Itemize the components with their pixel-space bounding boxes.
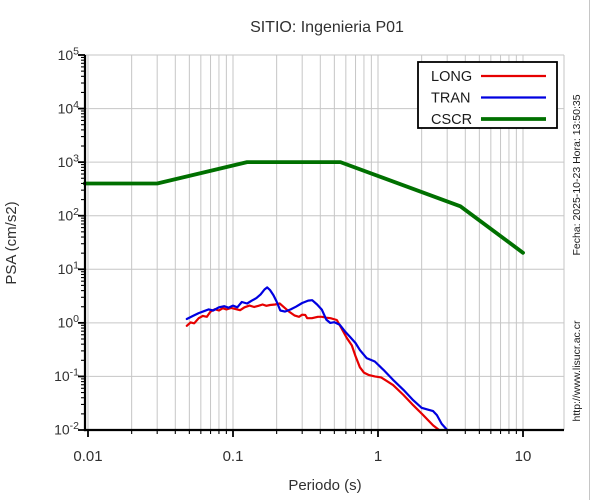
y-tick-label: 105 [58, 46, 80, 64]
y-axis-label: PSA (cm/s2) [3, 201, 20, 284]
series-cscr-line [82, 160, 525, 255]
legend-label-tran: TRAN [431, 91, 470, 107]
curves-layer [82, 160, 525, 432]
x-tick-label: 0.1 [223, 448, 244, 465]
chart-title: SITIO: Ingenieria P01 [250, 19, 404, 36]
x-axis-label: Periodo (s) [288, 477, 361, 494]
y-tick-base: 10 [58, 101, 74, 117]
datetime-stamp: Fecha: 2025-10-23 Hora: 13:50:35 [571, 94, 583, 255]
y-tick-base: 10 [58, 154, 74, 170]
y-tick-exp: 1 [73, 260, 79, 272]
y-tick-label: 10-2 [54, 420, 79, 438]
legend-box [417, 61, 558, 129]
y-tick-labels: 105 104 103 102 101 100 10-1 10-2 [54, 46, 79, 438]
y-tick-base: 10 [58, 315, 74, 331]
x-tick-labels: 0.01 0.1 1 10 [73, 448, 531, 465]
series-long-line [185, 302, 441, 432]
y-tick-exp: 3 [73, 153, 79, 165]
y-tick-exp: 0 [73, 313, 79, 325]
y-tick-label: 10-1 [54, 367, 79, 385]
y-tick-label: 101 [58, 260, 80, 278]
axes-layer [83, 55, 564, 432]
legend-label-cscr: CSCR [431, 112, 472, 128]
y-tick-exp: 2 [73, 206, 79, 218]
x-tick-label: 10 [515, 448, 532, 465]
y-tick-exp: -2 [70, 420, 79, 432]
y-tick-base: 10 [58, 208, 74, 224]
x-tick-label: 1 [374, 448, 382, 465]
y-tick-label: 103 [58, 153, 80, 171]
x-tick-label: 0.01 [73, 448, 102, 465]
y-tick-exp: 4 [73, 99, 79, 111]
y-tick-exp: -1 [70, 367, 79, 379]
legend-label-long: LONG [431, 69, 472, 85]
y-tick-label: 102 [58, 206, 80, 224]
y-tick-label: 100 [58, 313, 80, 331]
y-tick-base: 10 [54, 368, 70, 384]
y-tick-base: 10 [54, 422, 70, 438]
y-tick-base: 10 [58, 261, 74, 277]
y-tick-exp: 5 [73, 46, 79, 58]
series-tran-line [185, 286, 449, 432]
y-tick-base: 10 [58, 47, 74, 63]
website-url: http://www.lisucr.ac.cr [571, 320, 583, 421]
legend: LONG TRAN CSCR [417, 61, 558, 129]
y-tick-label: 104 [58, 99, 80, 117]
